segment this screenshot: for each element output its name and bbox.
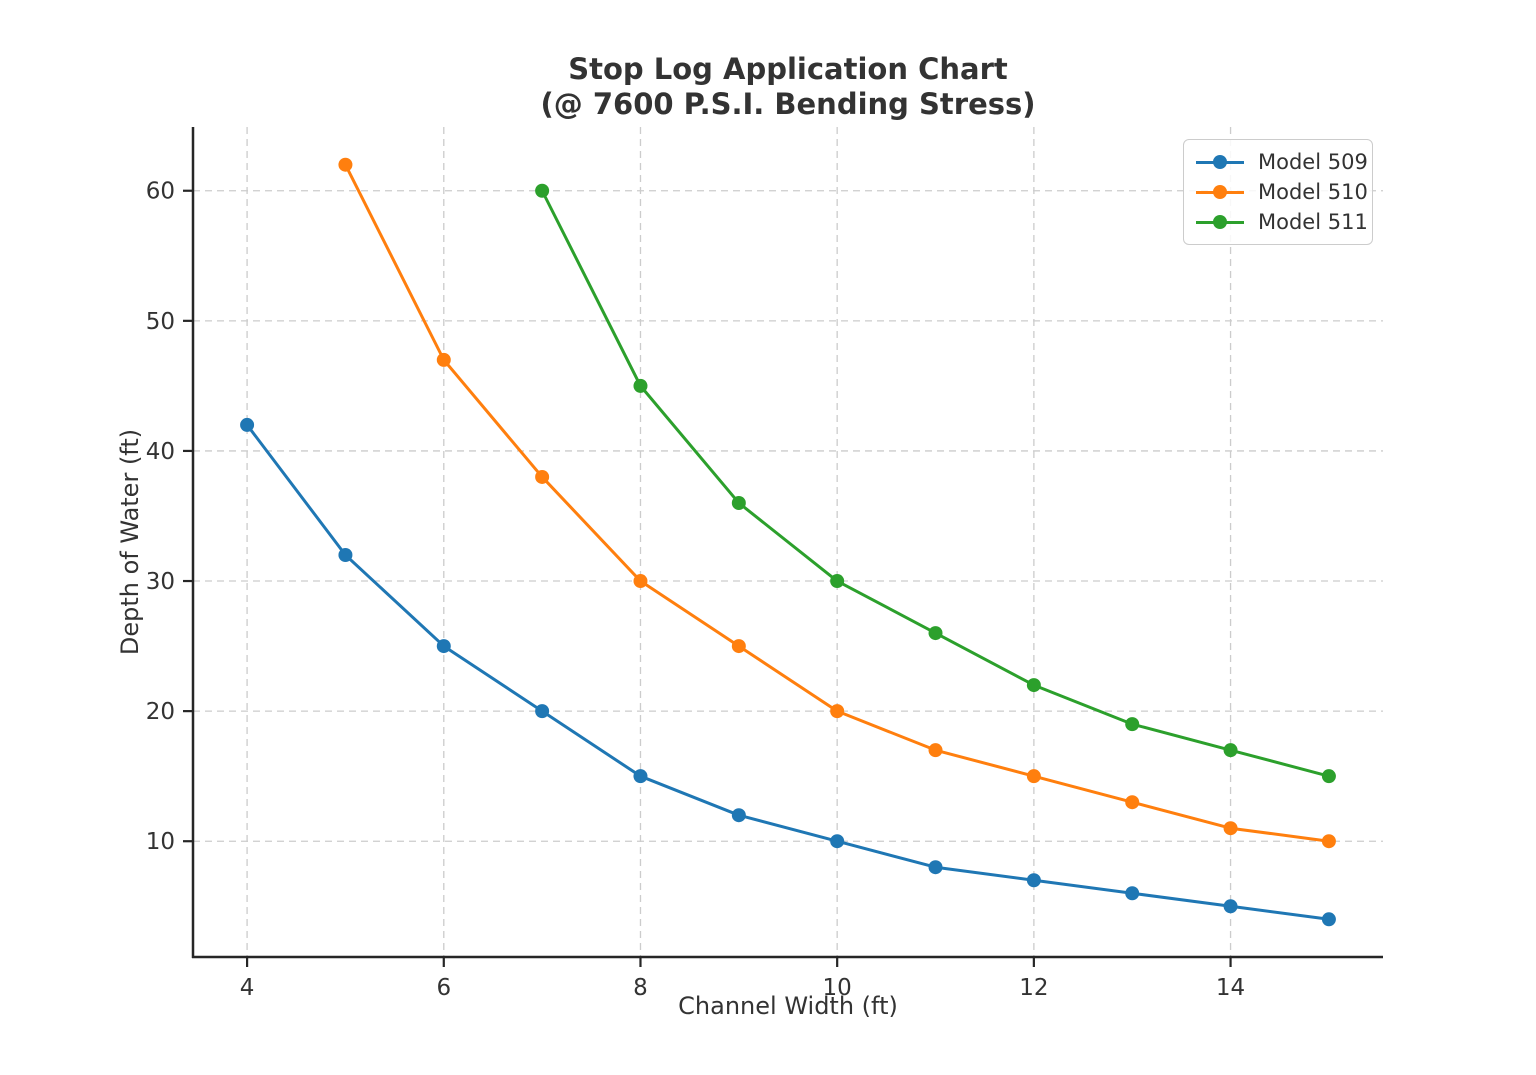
- series-line-model-509: [245, 423, 1331, 921]
- data-point-model-510: [928, 743, 943, 758]
- data-point-model-511: [633, 378, 648, 393]
- data-point-model-510: [436, 352, 451, 367]
- data-point-model-509: [338, 548, 353, 563]
- data-point-model-511: [830, 574, 845, 589]
- legend-marker-model-511-icon: [1196, 215, 1244, 229]
- series-model-510: [338, 157, 1336, 849]
- data-point-model-509: [830, 834, 845, 849]
- data-point-model-511: [731, 495, 746, 510]
- y-tick-label: 20: [146, 699, 175, 725]
- data-point-model-510: [1125, 795, 1140, 810]
- series-model-511: [535, 183, 1336, 784]
- legend: Model 509 Model 510 Model 511: [1183, 139, 1373, 245]
- data-point-model-510: [633, 574, 648, 589]
- x-tick-label: 8: [633, 975, 648, 1001]
- data-point-model-510: [1026, 769, 1041, 784]
- x-tick-label: 6: [436, 975, 451, 1001]
- legend-label-model-511: Model 511: [1258, 210, 1368, 234]
- x-tick-label: 4: [240, 975, 255, 1001]
- x-axis-label: Channel Width (ft): [678, 992, 898, 1020]
- data-point-model-511: [1026, 678, 1041, 693]
- data-point-model-511: [1223, 743, 1238, 758]
- data-point-model-509: [731, 808, 746, 823]
- data-point-model-511: [1125, 717, 1140, 732]
- axes-spines: [191, 127, 1383, 959]
- y-tick-label: 10: [146, 829, 175, 855]
- data-point-model-510: [338, 157, 353, 172]
- data-point-model-510: [1321, 834, 1336, 849]
- data-point-model-509: [436, 639, 451, 654]
- data-point-model-509: [1125, 886, 1140, 901]
- data-point-model-509: [633, 769, 648, 784]
- series-model-509: [240, 417, 1336, 927]
- legend-label-model-509: Model 509: [1258, 150, 1368, 174]
- y-tick-label: 60: [146, 179, 175, 205]
- data-point-model-511: [535, 183, 550, 198]
- x-axis-ticks: 4 6 8 10 12 14: [240, 957, 1245, 1001]
- y-tick-label: 40: [146, 439, 175, 465]
- data-point-model-510: [830, 704, 845, 719]
- y-axis-label: Depth of Water (ft): [116, 428, 144, 656]
- x-tick-label: 14: [1216, 975, 1245, 1001]
- data-point-model-511: [1321, 769, 1336, 784]
- data-point-model-511: [928, 626, 943, 641]
- y-axis-ticks: 10 20 30 40 50 60: [146, 179, 193, 855]
- data-point-model-509: [1026, 873, 1041, 888]
- y-tick-label: 30: [146, 569, 175, 595]
- series-line-model-511: [540, 189, 1331, 778]
- legend-item-model-509: Model 509: [1196, 147, 1368, 177]
- data-point-model-509: [535, 704, 550, 719]
- chart-title-line2: (@ 7600 P.S.I. Bending Stress): [540, 87, 1036, 121]
- legend-label-model-510: Model 510: [1258, 180, 1368, 204]
- gridlines: [193, 127, 1383, 957]
- x-tick-label: 12: [1019, 975, 1048, 1001]
- legend-item-model-511: Model 511: [1196, 207, 1368, 237]
- chart-title: Stop Log Application Chart (@ 7600 P.S.I…: [193, 52, 1383, 122]
- legend-item-model-510: Model 510: [1196, 177, 1368, 207]
- data-point-model-510: [535, 469, 550, 484]
- data-point-model-509: [1321, 912, 1336, 927]
- chart-title-line1: Stop Log Application Chart: [568, 52, 1008, 86]
- data-point-model-509: [240, 417, 255, 432]
- y-tick-label: 50: [146, 309, 175, 335]
- data-point-model-509: [928, 860, 943, 875]
- legend-marker-model-510-icon: [1196, 185, 1244, 199]
- data-point-model-510: [1223, 821, 1238, 836]
- data-point-model-509: [1223, 899, 1238, 914]
- legend-marker-model-509-icon: [1196, 155, 1244, 169]
- x-tick-label: 10: [823, 975, 852, 1001]
- data-point-model-510: [731, 639, 746, 654]
